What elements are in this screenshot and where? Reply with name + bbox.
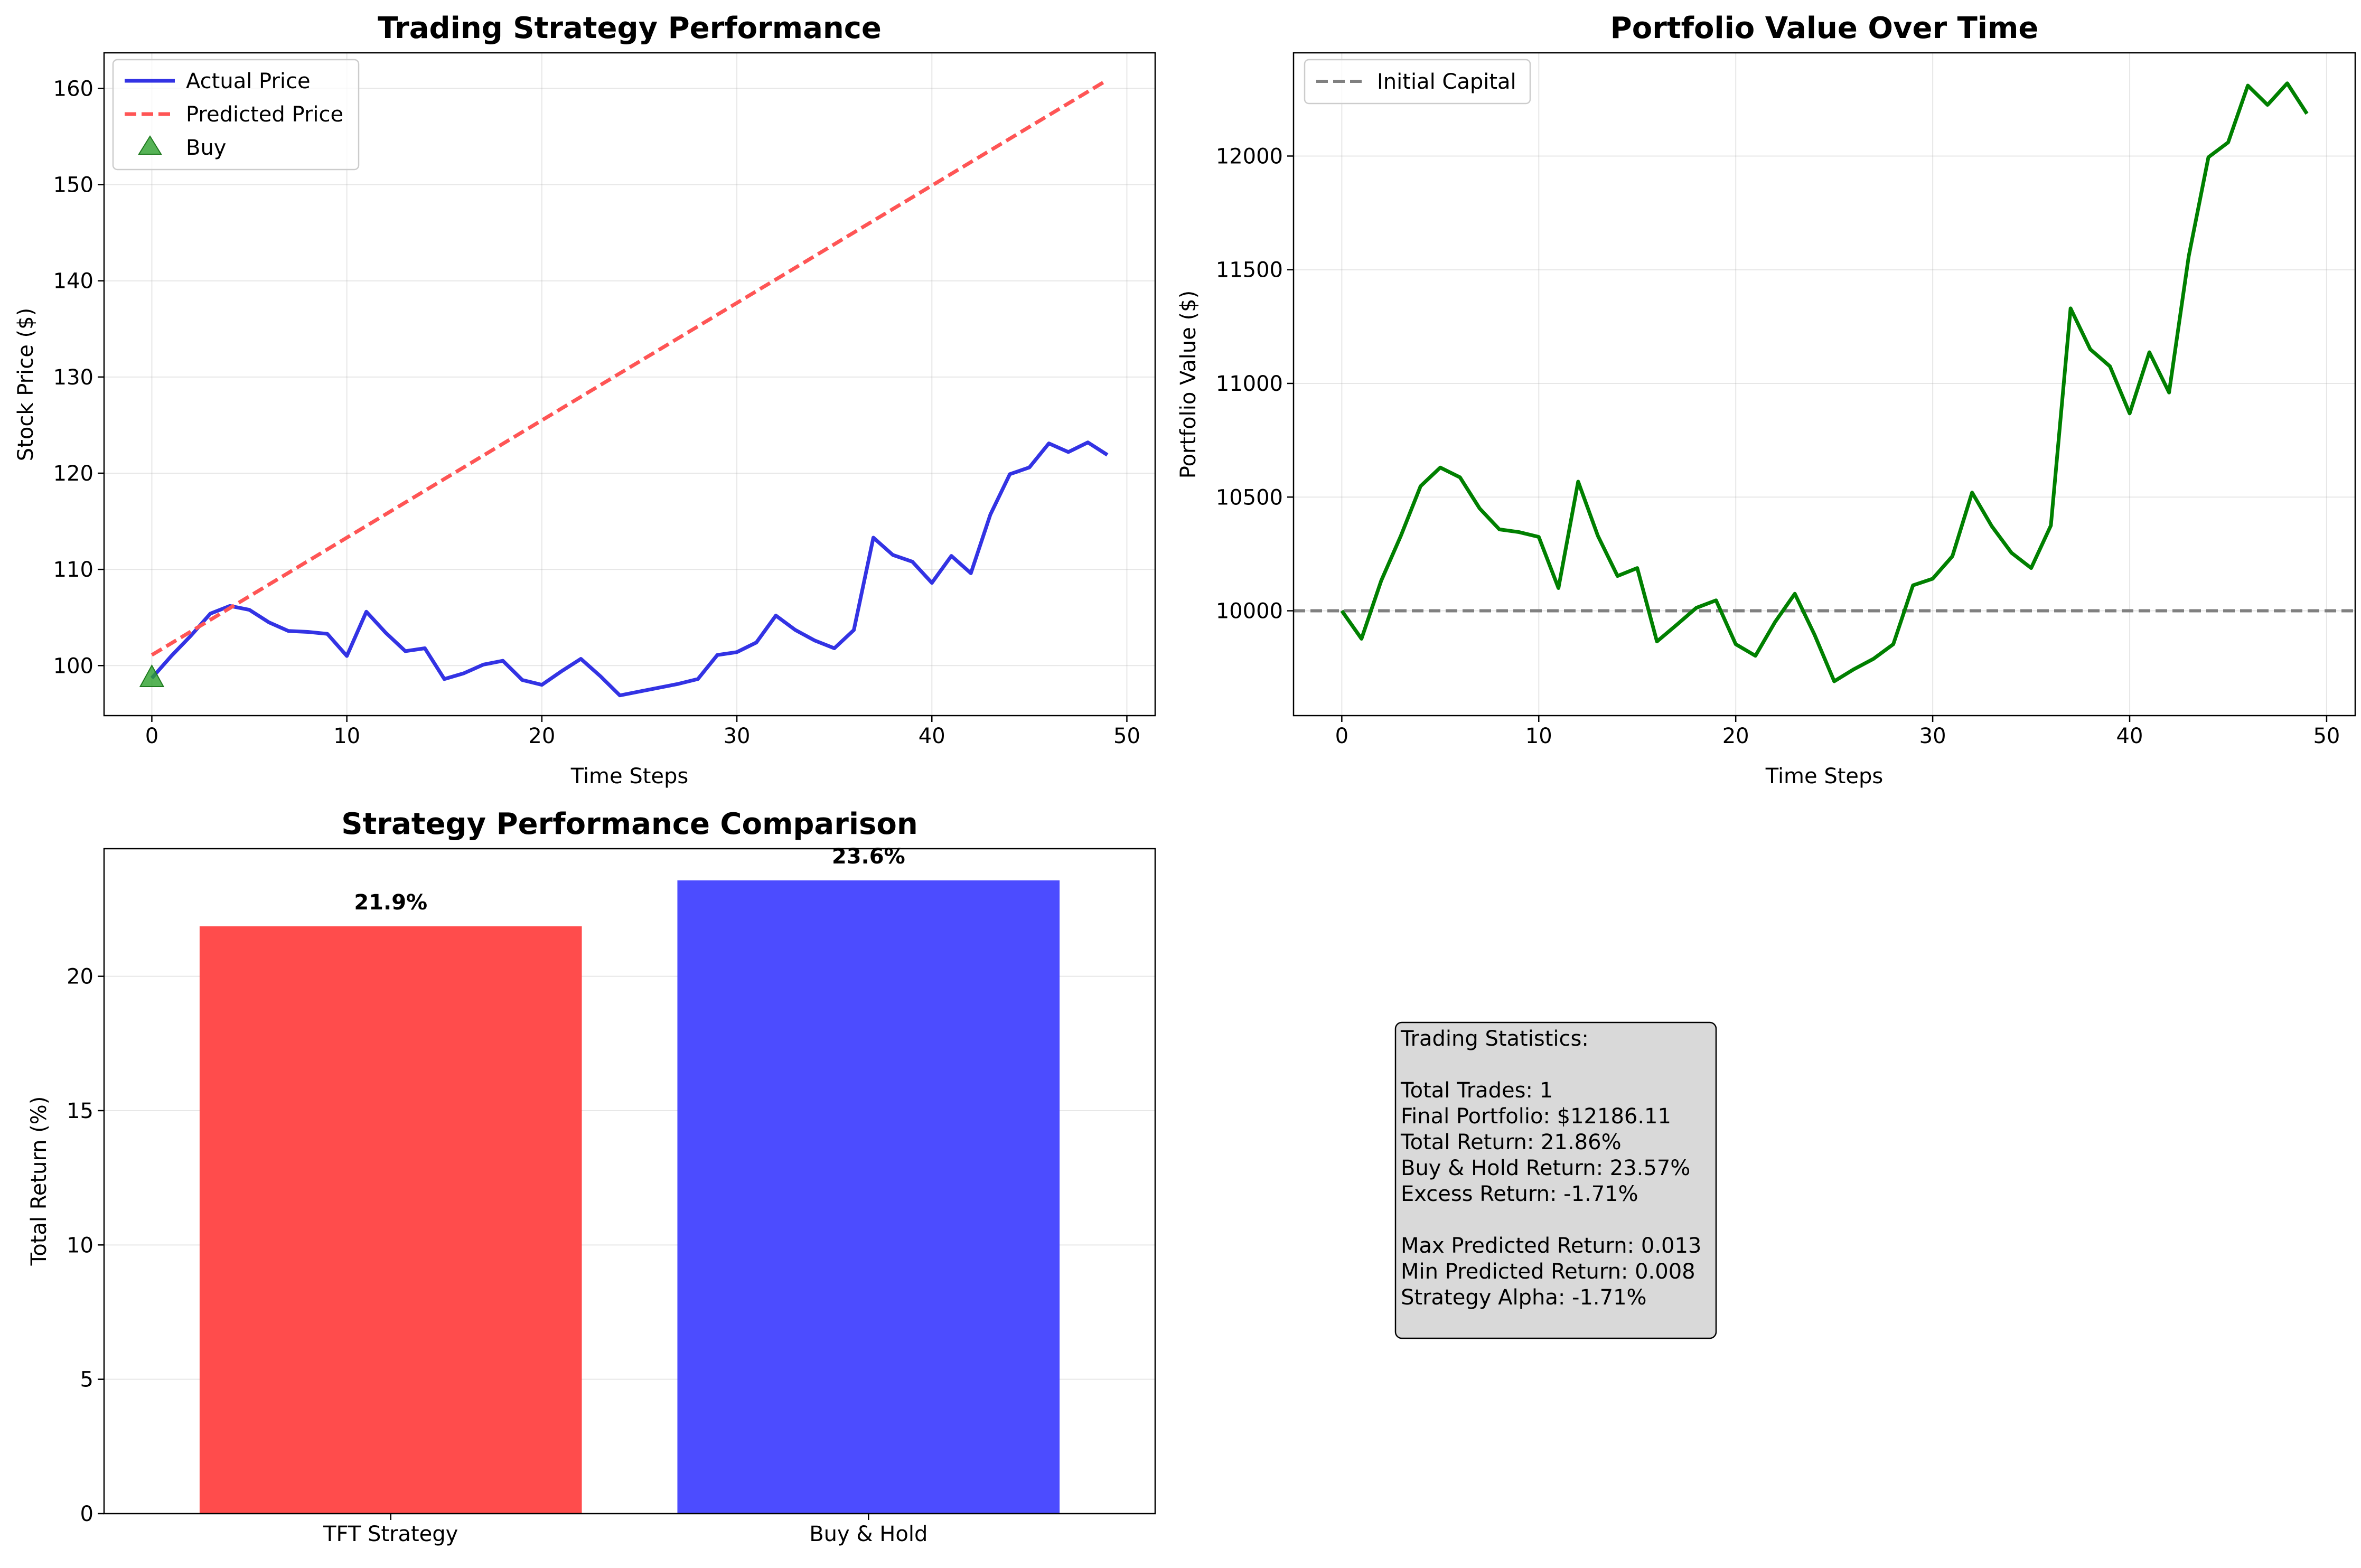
trading-statistics-line: Final Portfolio: $12186.11	[1401, 1104, 1671, 1129]
x-tick-label: 10	[333, 724, 360, 748]
y-tick-label: 0	[80, 1502, 93, 1526]
y-tick-label: 12000	[1216, 144, 1283, 168]
y-tick-label: 100	[53, 654, 93, 678]
y-tick-label: 140	[53, 269, 93, 294]
y-tick-label: 5	[80, 1368, 93, 1392]
y-tick-label: 20	[67, 965, 93, 989]
x-tick-label: 0	[145, 724, 158, 748]
y-tick-label: 10000	[1216, 599, 1283, 624]
y-tick-label: 15	[67, 1099, 93, 1123]
portfolio-chart-legend: Initial Capital	[1304, 59, 1531, 105]
price-chart-ticks: 0 10 20 30 40 50 100 110 120 130 140 150 160	[53, 77, 1140, 748]
portfolio-value-line	[1340, 81, 2309, 683]
x-tick-label: 30	[1919, 724, 1946, 748]
x-tick-label: 10	[1525, 724, 1552, 748]
legend-predicted-price-label: Predicted Price	[186, 102, 343, 127]
comparison-chart-ticks: 0 5 10 15 20 TFT Strategy Buy & Hold	[67, 965, 927, 1546]
portfolio-chart-panel: 0 10 20 30 40 50 10000 10500 11000 11500 12000 Por…	[1176, 11, 2356, 788]
comparison-chart-plot-area: 21.9%23.6%	[199, 844, 1060, 1514]
legend-actual-price-label: Actual Price	[186, 69, 311, 93]
legend-initial-capital-label: Initial Capital	[1377, 70, 1516, 94]
buy-marker	[139, 664, 165, 687]
y-tick-label: 160	[53, 77, 93, 101]
tft-strategy-bar	[199, 926, 582, 1514]
price-chart-y-axis-label: Stock Price ($)	[14, 308, 38, 461]
y-tick-label: 10500	[1216, 485, 1283, 510]
trading-statistics-line: Total Return: 21.86%	[1400, 1130, 1622, 1154]
x-tick-label: 50	[1113, 724, 1140, 748]
portfolio-chart-title: Portfolio Value Over Time	[1610, 11, 2039, 45]
trading-statistics-lines: Trading Statistics: Total Trades: 1Final …	[1400, 1027, 1701, 1310]
trading-statistics-box: Trading Statistics: Total Trades: 1Final …	[1394, 1021, 1717, 1339]
trading-statistics-background	[1394, 1021, 1717, 1339]
x-tick-label: 40	[919, 724, 945, 748]
price-chart-legend-box	[112, 59, 360, 171]
portfolio-chart-legend-box	[1304, 59, 1531, 105]
y-tick-label: 11000	[1216, 372, 1283, 396]
portfolio-chart-axes-frame	[1292, 52, 2356, 717]
trading-statistics-line: Min Predicted Return: 0.008	[1401, 1260, 1695, 1284]
y-tick-label: 110	[53, 558, 93, 582]
x-category-label: TFT Strategy	[323, 1522, 458, 1546]
y-tick-label: 130	[53, 365, 93, 390]
x-tick-label: 40	[2116, 724, 2143, 748]
trading-statistics-line: Trading Statistics:	[1400, 1027, 1589, 1051]
portfolio-chart-x-axis-label: Time Steps	[1765, 764, 1884, 788]
x-category-label: Buy & Hold	[809, 1522, 927, 1546]
x-tick-label: 30	[724, 724, 751, 748]
bar-value-label: 21.9%	[354, 890, 427, 915]
actual-price-line	[150, 440, 1109, 698]
price-chart-grid	[104, 53, 1155, 716]
y-tick-label: 10	[67, 1233, 93, 1257]
comparison-chart-panel: 21.9%23.6% 0 5 10 15 20 TFT Strategy Buy & Hol…	[27, 807, 1156, 1546]
y-tick-label: 11500	[1216, 258, 1283, 283]
x-tick-label: 0	[1335, 724, 1348, 748]
comparison-chart-y-axis-label: Total Return (%)	[27, 1096, 51, 1266]
x-tick-label: 20	[528, 724, 555, 748]
y-tick-label: 150	[53, 173, 93, 198]
legend-buy-label: Buy	[186, 136, 226, 160]
price-chart-panel: 0 10 20 30 40 50 100 110 120 130 140 150 160 Trading…	[14, 11, 1156, 788]
price-chart-x-axis-label: Time Steps	[570, 764, 689, 788]
portfolio-chart-plot-area	[1294, 81, 2355, 683]
comparison-chart-title: Strategy Performance Comparison	[341, 807, 917, 841]
x-tick-label: 50	[2313, 724, 2340, 748]
trading-statistics-line: Buy & Hold Return: 23.57%	[1401, 1156, 1690, 1180]
price-chart-plot-area	[139, 78, 1109, 698]
comparison-chart-axes-frame	[103, 848, 1156, 1515]
price-chart-legend: Actual Price Predicted Price Buy	[112, 59, 360, 171]
price-chart-title: Trading Strategy Performance	[378, 11, 882, 45]
trading-statistics-line: Strategy Alpha: -1.71%	[1401, 1285, 1647, 1310]
trading-statistics-line: Max Predicted Return: 0.013	[1401, 1234, 1701, 1258]
price-chart-axes-frame	[103, 52, 1156, 717]
y-tick-label: 120	[53, 462, 93, 486]
portfolio-chart-y-axis-label: Portfolio Value ($)	[1176, 290, 1201, 478]
trading-statistics-line: Total Trades: 1	[1400, 1078, 1553, 1103]
buy-and-hold-bar	[677, 880, 1060, 1514]
portfolio-chart-ticks: 0 10 20 30 40 50 10000 10500 11000 11500 12000	[1216, 144, 2340, 748]
legend-buy-marker-swatch	[138, 135, 162, 155]
x-tick-label: 20	[1722, 724, 1749, 748]
trading-statistics-line: Excess Return: -1.71%	[1401, 1182, 1638, 1206]
